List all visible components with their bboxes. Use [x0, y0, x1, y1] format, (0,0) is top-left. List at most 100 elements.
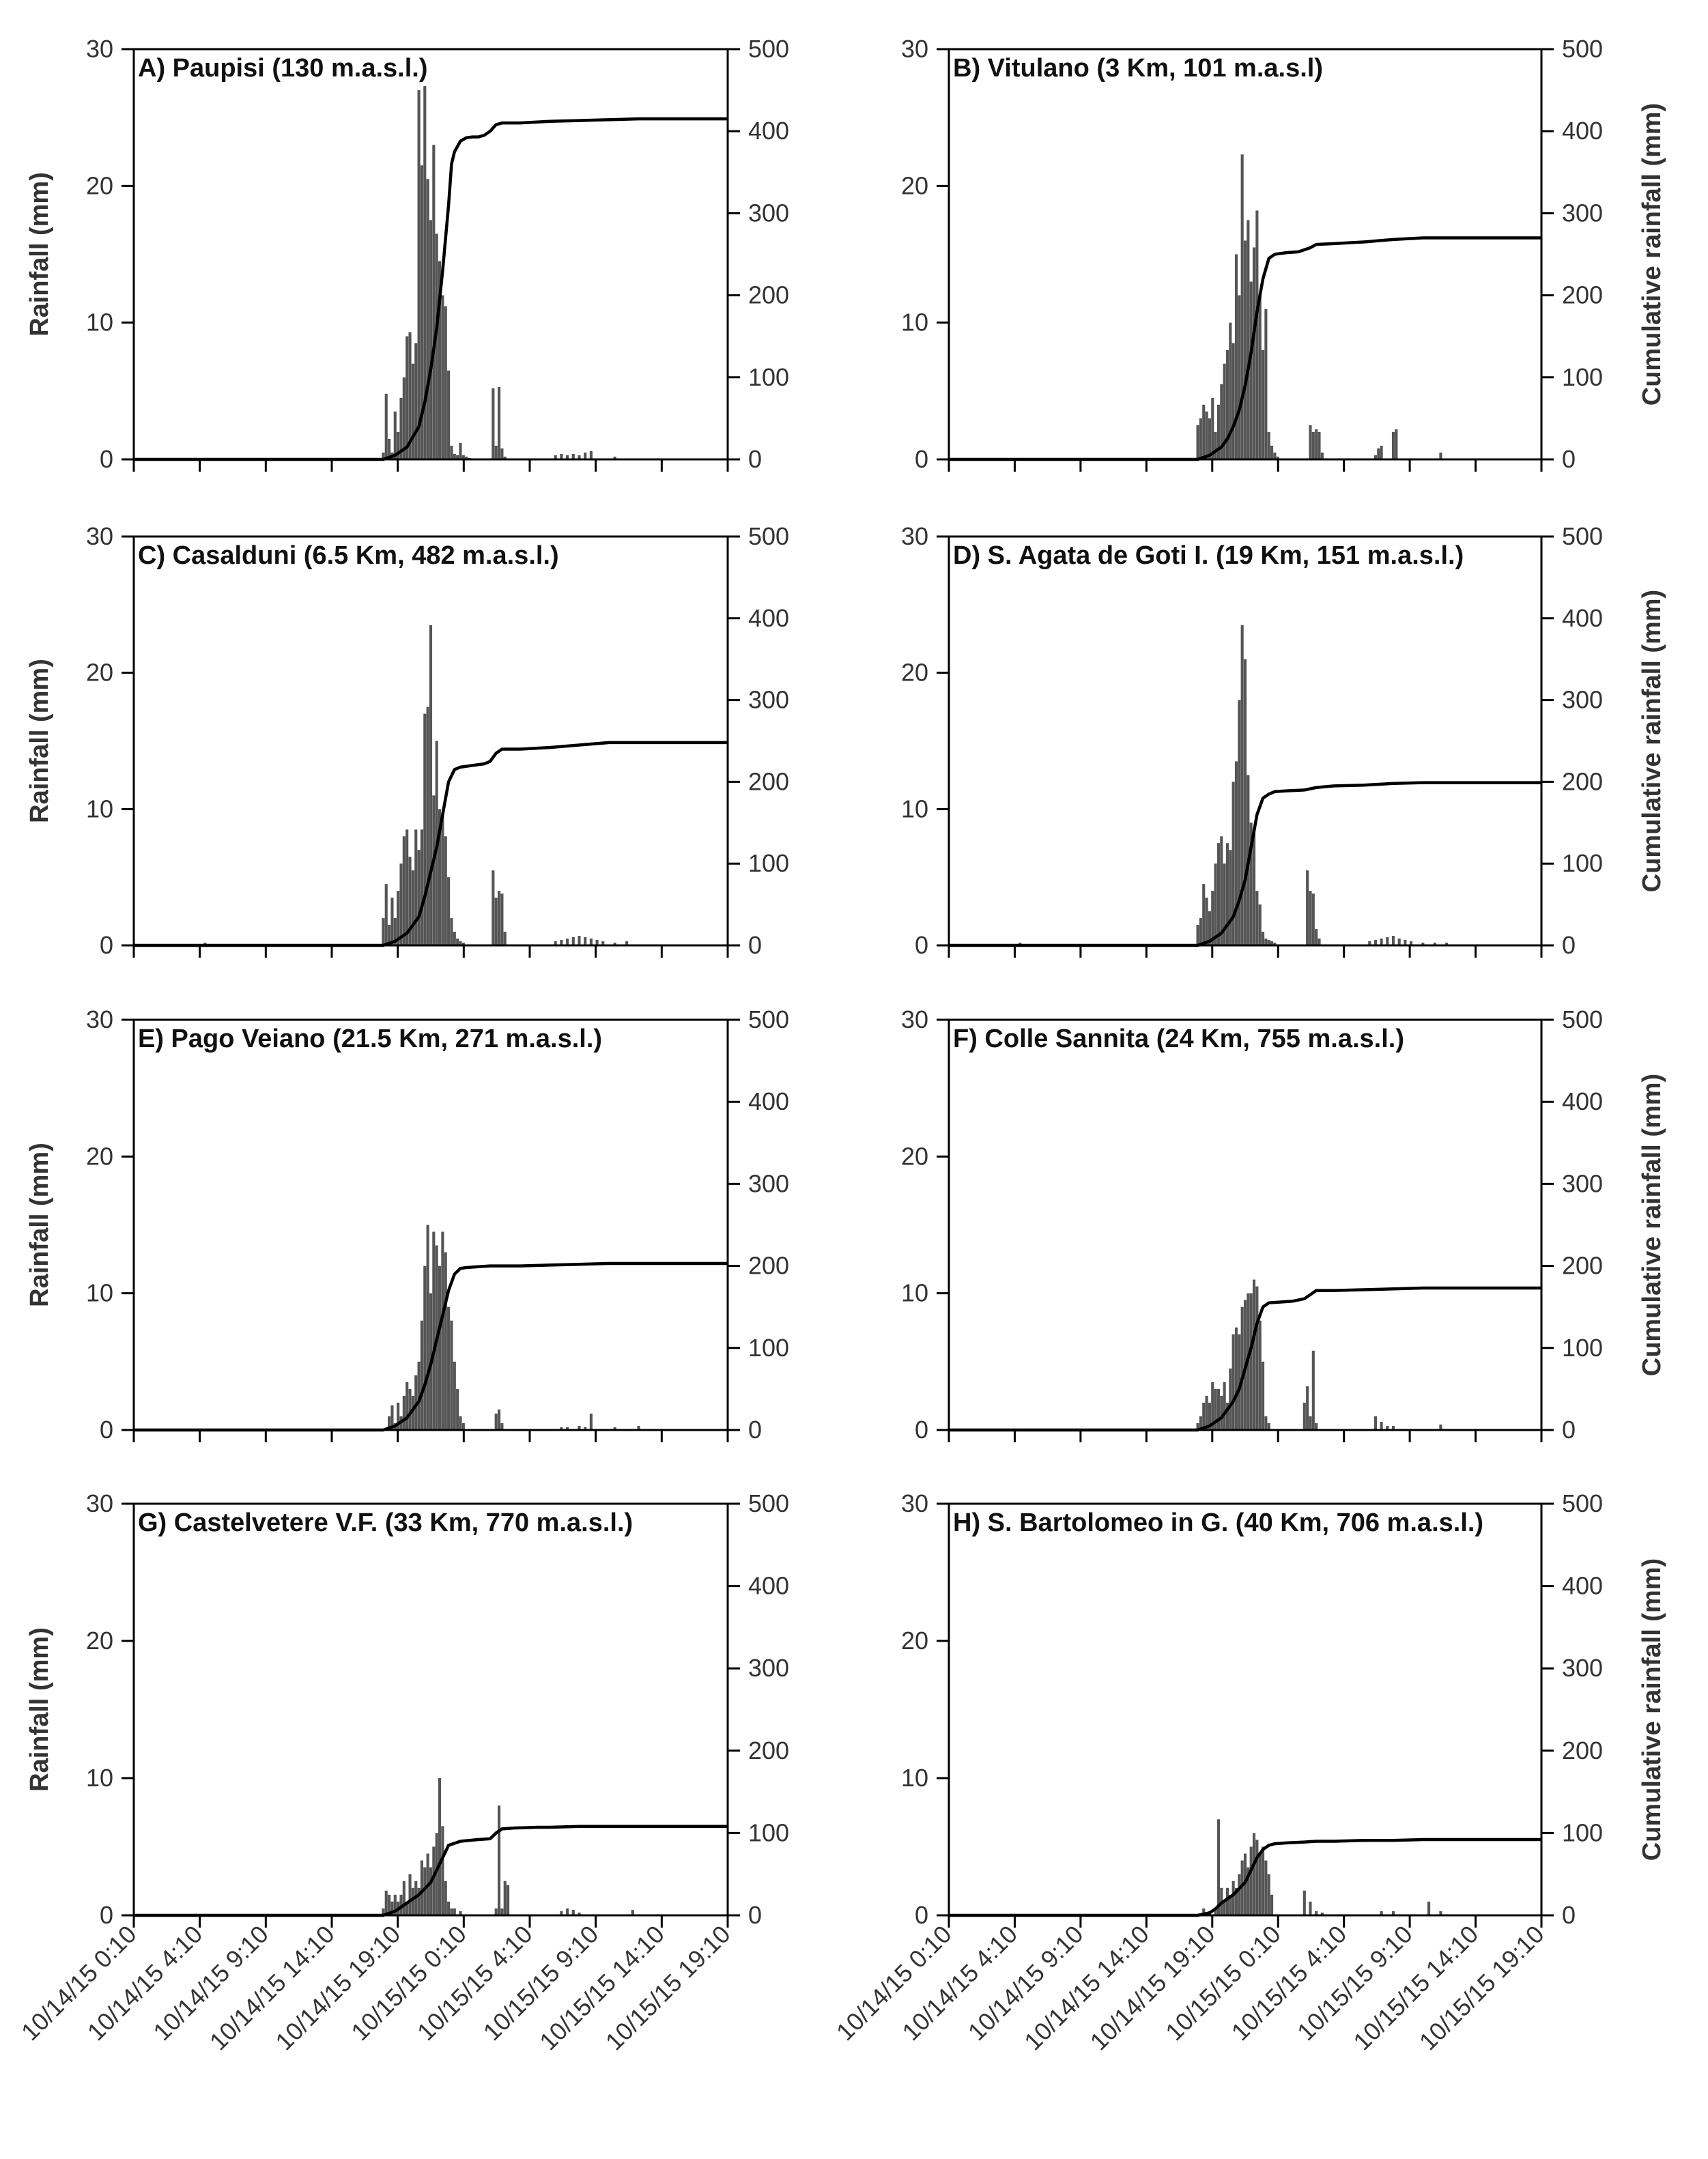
rainfall-bar — [1225, 843, 1229, 945]
rainfall-bar — [411, 870, 414, 945]
rainfall-bar — [438, 809, 442, 945]
right-tick-label: 100 — [748, 363, 789, 391]
right-tick-label: 400 — [748, 1087, 789, 1115]
rainfall-bar — [1309, 1416, 1312, 1430]
left-tick-label: 20 — [901, 1627, 928, 1655]
rainfall-bar — [405, 336, 409, 459]
rainfall-bar — [1229, 322, 1232, 459]
rainfall-bar — [1309, 425, 1312, 459]
right-tick-label: 500 — [748, 35, 789, 63]
right-tick-label: 200 — [748, 1252, 789, 1280]
rainfall-bar — [1386, 937, 1389, 945]
left-tick-label: 30 — [86, 1005, 113, 1033]
rainfall-bar — [459, 1416, 462, 1430]
rainfall-bar — [456, 939, 459, 945]
cumulative-rainfall-line — [949, 1286, 1541, 1432]
left-tick-label: 30 — [901, 1489, 928, 1517]
rainfall-bar — [399, 863, 403, 945]
left-axis-label: Rainfall (mm) — [25, 1627, 54, 1792]
left-tick-label: 20 — [86, 659, 113, 687]
rainfall-bar — [1427, 1901, 1431, 1915]
rainfall-bar — [497, 1805, 501, 1915]
rainfall-bar — [497, 386, 501, 459]
rainfall-bar — [566, 939, 569, 945]
rainfall-bar — [1202, 884, 1206, 945]
right-tick-label: 500 — [1562, 522, 1603, 550]
rainfall-bar — [438, 1266, 442, 1430]
right-tick-label: 200 — [1562, 767, 1603, 795]
rainfall-bar — [390, 1901, 394, 1915]
left-tick-label: 10 — [86, 1764, 113, 1792]
rainfall-bar — [566, 455, 569, 459]
rainfall-bar — [397, 431, 400, 459]
left-tick-label: 10 — [86, 1279, 113, 1307]
rainfall-bar — [408, 857, 412, 945]
panel-title: C) Casalduni (6.5 Km, 482 m.a.s.l.) — [138, 541, 559, 570]
rainfall-bar — [1306, 870, 1309, 945]
rainfall-bar — [613, 1427, 616, 1430]
rainfall-bar — [388, 438, 391, 459]
panel-title: G) Castelvetere V.F. (33 Km, 770 m.a.s.l… — [138, 1509, 633, 1537]
right-tick-label: 200 — [748, 767, 789, 795]
rainfall-bar — [423, 1266, 427, 1430]
rainfall-bar — [1249, 823, 1253, 945]
rainfall-bar — [1255, 1286, 1259, 1430]
rainfall-bar — [411, 1887, 414, 1915]
rainfall-bar — [461, 943, 465, 945]
rainfall-bar — [426, 706, 429, 945]
panel-title: E) Pago Veiano (21.5 Km, 271 m.a.s.l.) — [138, 1025, 602, 1053]
rainfall-bar — [578, 1425, 581, 1430]
rainfall-bar — [1261, 349, 1265, 459]
rainfall-bar — [560, 940, 563, 945]
rainfall-bar — [1199, 1416, 1202, 1430]
rainfall-bar — [444, 306, 447, 459]
rainfall-bar — [595, 940, 599, 945]
rainfall-bar — [1216, 1388, 1220, 1430]
rainfall-bar — [560, 1911, 563, 1915]
rainfall-bar — [571, 1909, 575, 1915]
rainfall-bar — [1208, 1402, 1211, 1430]
right-tick-label: 0 — [1562, 1416, 1576, 1444]
rainfall-bar — [453, 453, 456, 459]
rainfall-bar — [1249, 281, 1253, 459]
rainfall-bar — [589, 451, 593, 459]
left-tick-label: 10 — [901, 1279, 928, 1307]
rainfall-bar — [1315, 429, 1318, 459]
rainfall-bar — [393, 1894, 397, 1915]
right-tick-label: 500 — [1562, 1489, 1603, 1517]
rainfall-bar — [441, 295, 444, 459]
rainfall-bar — [417, 1887, 421, 1915]
rainfall-bar — [1264, 1860, 1268, 1915]
rainfall-bar — [1439, 1424, 1442, 1430]
rainfall-bar — [578, 936, 581, 945]
rainfall-bar — [441, 816, 444, 945]
x-tick-label: 10/14/15 0:10 — [16, 1920, 142, 2046]
rainfall-bar — [492, 388, 495, 459]
rainfall-bar — [1220, 1395, 1223, 1430]
rainfall-bar — [1214, 431, 1217, 459]
rainfall-bar — [420, 165, 424, 459]
left-tick-label: 30 — [901, 1005, 928, 1033]
right-tick-label: 500 — [748, 1005, 789, 1033]
rainfall-bar — [554, 941, 557, 945]
rainfall-bar — [613, 456, 616, 459]
left-tick-label: 0 — [915, 1416, 928, 1444]
rainfall-bar — [1380, 445, 1383, 459]
rainfall-bar — [589, 939, 593, 945]
rainfall-bar — [411, 363, 414, 459]
rainfall-bar — [1318, 939, 1321, 945]
rainfall-bar — [1205, 411, 1208, 459]
rainfall-bar — [503, 1881, 507, 1915]
rainfall-bar — [1249, 1846, 1253, 1915]
panel-title: H) S. Bartolomeo in G. (40 Km, 706 m.a.s… — [953, 1509, 1483, 1537]
rainfall-bar — [1264, 939, 1268, 945]
left-tick-label: 0 — [100, 445, 113, 473]
rainfall-bar — [1273, 943, 1277, 945]
rainfall-bar — [1386, 1425, 1389, 1430]
rainfall-bar — [423, 713, 427, 945]
right-tick-label: 400 — [748, 117, 789, 145]
x-tick-label: 10/14/15 9:10 — [963, 1920, 1089, 2046]
rainfall-bar — [382, 1908, 385, 1915]
